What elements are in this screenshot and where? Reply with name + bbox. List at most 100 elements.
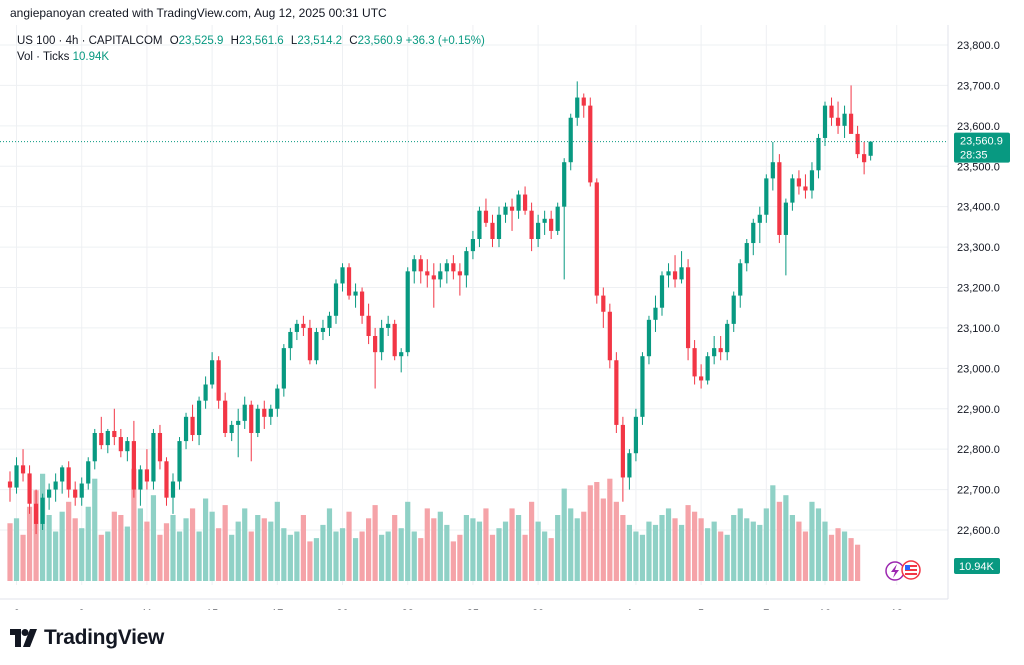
y-tick-label: 23,600.0 bbox=[957, 121, 1000, 133]
volume-bar bbox=[313, 538, 320, 581]
candle-body bbox=[216, 360, 221, 401]
volume-bar bbox=[672, 518, 678, 581]
legend-high-label: H bbox=[230, 35, 239, 47]
candle bbox=[425, 259, 430, 288]
candle bbox=[692, 340, 697, 385]
volume-bar bbox=[157, 534, 163, 581]
volume-bar bbox=[776, 501, 782, 581]
candle bbox=[92, 428, 97, 470]
candle bbox=[835, 101, 841, 134]
y-tick-label: 22,900.0 bbox=[957, 404, 1000, 416]
volume-bar bbox=[515, 515, 522, 581]
volume-bar bbox=[92, 478, 98, 581]
volume-bar bbox=[613, 501, 619, 581]
candle bbox=[672, 255, 678, 288]
event-icons bbox=[885, 560, 921, 581]
candle-body bbox=[848, 113, 854, 134]
candle bbox=[118, 428, 123, 458]
volume-bar bbox=[848, 538, 854, 581]
candle bbox=[249, 400, 254, 462]
candle-body bbox=[294, 323, 299, 332]
volume-tag-value: 10.94K bbox=[959, 561, 995, 573]
price-chart[interactable]: 23,800.0 23,700.0 23,600.0 23,500.0 23,400.0… bbox=[0, 25, 1024, 610]
candle bbox=[47, 483, 52, 510]
candle bbox=[216, 356, 221, 409]
volume-bar bbox=[235, 521, 241, 581]
candle-body bbox=[79, 483, 84, 498]
candle-body bbox=[633, 416, 639, 454]
candle-body bbox=[53, 481, 58, 490]
candle-body bbox=[705, 356, 710, 381]
volume-tag: 10.94K bbox=[954, 558, 1000, 574]
candle bbox=[542, 210, 547, 235]
tradingview-brand[interactable]: TradingView bbox=[10, 626, 164, 650]
candle bbox=[699, 364, 704, 389]
candle bbox=[790, 174, 795, 211]
volume-bar bbox=[307, 541, 313, 581]
candle bbox=[809, 162, 815, 199]
volume-bar bbox=[300, 515, 306, 581]
volume-bar bbox=[424, 508, 430, 581]
legend-close: 23,560.9 bbox=[357, 35, 403, 47]
volume-bar bbox=[131, 468, 137, 581]
volume-bar bbox=[26, 506, 33, 581]
flag-stripe bbox=[905, 573, 917, 575]
candle bbox=[33, 489, 39, 535]
volume-bar bbox=[692, 511, 698, 581]
candle bbox=[405, 267, 410, 357]
candle bbox=[203, 376, 208, 409]
volume-bar bbox=[620, 515, 626, 581]
legend-open: 23,525.9 bbox=[178, 35, 224, 47]
volume-bar bbox=[144, 521, 150, 581]
candle bbox=[614, 352, 619, 433]
volume-bar bbox=[789, 515, 795, 581]
candle-body bbox=[359, 291, 365, 316]
legend-open-label: O bbox=[169, 35, 179, 47]
volume-bar bbox=[698, 518, 704, 581]
candle-body bbox=[536, 222, 541, 239]
candle bbox=[27, 465, 32, 514]
legend-symbol: US 100 · 4h · CAPITALCOM bbox=[17, 35, 163, 47]
candle-body bbox=[438, 271, 443, 280]
candle-body bbox=[842, 113, 847, 126]
candle-body bbox=[275, 388, 280, 409]
candle-body bbox=[601, 295, 606, 312]
candle-body bbox=[627, 453, 632, 478]
candle bbox=[862, 142, 867, 175]
candle bbox=[236, 408, 241, 458]
candle-body bbox=[614, 360, 619, 425]
candle-body bbox=[659, 275, 665, 308]
volume-bar bbox=[489, 534, 496, 581]
x-tick-label: 29 bbox=[532, 608, 544, 610]
candle bbox=[412, 255, 417, 284]
volume-bar bbox=[581, 511, 587, 581]
candle bbox=[131, 420, 136, 498]
volume-bar bbox=[13, 518, 20, 581]
y-tick-label: 23,700.0 bbox=[957, 80, 1000, 92]
volume-bar bbox=[222, 505, 228, 581]
candle-body bbox=[346, 267, 352, 296]
volume-bar bbox=[411, 531, 417, 581]
candle bbox=[588, 97, 593, 187]
volume-bar bbox=[757, 524, 763, 581]
candle bbox=[744, 239, 749, 272]
candle bbox=[470, 230, 476, 260]
candle-body bbox=[333, 283, 339, 316]
candle-body bbox=[549, 218, 554, 231]
volume-bar bbox=[59, 511, 65, 581]
legend-change: +36.3 (+0.15%) bbox=[405, 35, 485, 47]
candle-body bbox=[379, 327, 384, 353]
candle-body bbox=[33, 503, 39, 524]
candle bbox=[210, 352, 215, 389]
y-tick-label: 23,400.0 bbox=[957, 202, 1000, 214]
volume-bar bbox=[163, 523, 170, 581]
candle-body bbox=[822, 105, 828, 138]
candle-body bbox=[40, 497, 45, 524]
volume-bar bbox=[437, 511, 443, 581]
volume-bar bbox=[111, 511, 117, 581]
candle bbox=[53, 473, 58, 502]
volume-bar bbox=[822, 521, 828, 581]
volume-bar bbox=[496, 528, 502, 581]
volume-bar bbox=[431, 518, 437, 581]
candle bbox=[60, 465, 65, 494]
